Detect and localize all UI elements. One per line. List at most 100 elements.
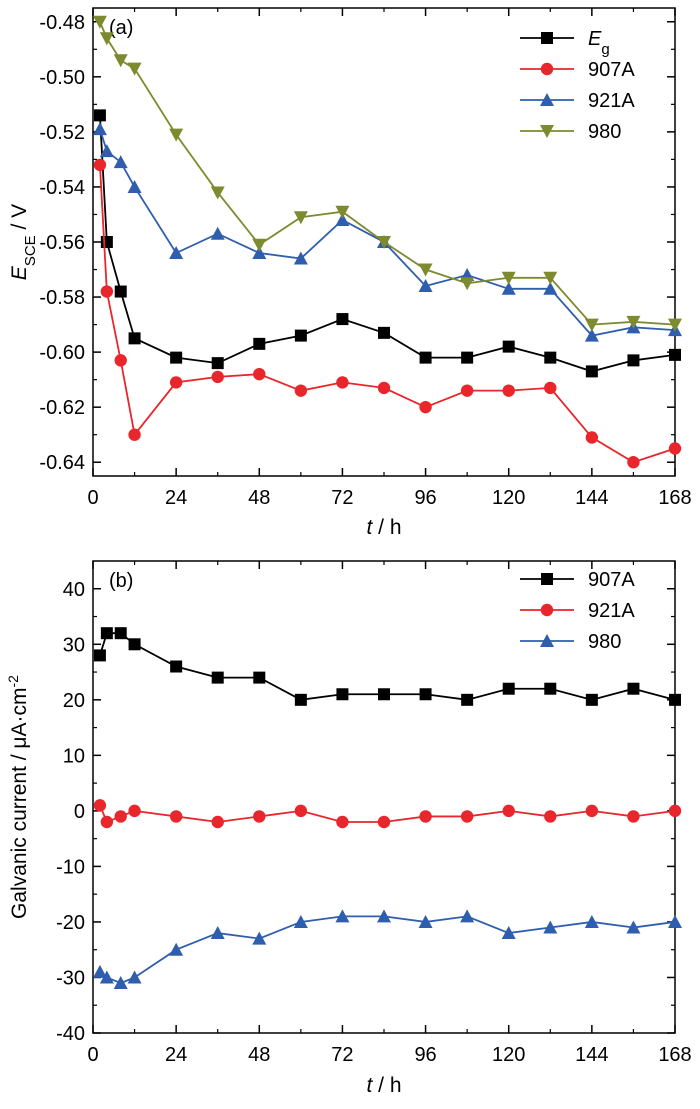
data-point <box>418 914 433 928</box>
x-tick-label: 144 <box>575 487 608 509</box>
legend-label-var: E <box>588 28 602 50</box>
legend-label: 907A <box>588 569 635 591</box>
data-point <box>543 281 558 295</box>
y-axis-label-sup: -2 <box>5 675 21 688</box>
y-tick-label: 30 <box>63 634 85 656</box>
data-point <box>92 15 107 29</box>
data-point <box>128 638 141 651</box>
data-point <box>502 340 515 353</box>
series-907a <box>93 627 681 706</box>
data-point <box>253 810 266 823</box>
x-axis-label: t / h <box>366 1074 401 1097</box>
data-point <box>128 804 141 818</box>
data-point <box>377 815 391 829</box>
data-point <box>585 431 599 444</box>
x-axis-label-unit: / h <box>372 516 401 539</box>
data-point <box>169 810 183 823</box>
data-point <box>501 926 516 940</box>
legend-label: 907A <box>588 59 635 81</box>
data-point <box>460 277 475 291</box>
data-point <box>128 332 141 345</box>
data-point <box>169 128 184 142</box>
data-point <box>502 384 515 397</box>
data-point <box>335 205 350 219</box>
data-point <box>584 318 599 332</box>
data-point <box>543 920 558 934</box>
data-point <box>127 970 142 984</box>
x-axis-label-var: t <box>366 1074 373 1097</box>
x-tick-label: 96 <box>414 487 436 509</box>
data-point <box>210 186 225 200</box>
panel-b: 0 24 48 72 96 120 144 168 -40 -30 -20 -10 0 10 20 30 40 (… <box>5 560 692 1097</box>
data-point <box>127 62 142 76</box>
data-point <box>460 810 474 823</box>
y-axis-label: Galvanic current / μA·cm-2 <box>5 675 31 919</box>
legend-marker <box>540 93 554 106</box>
y-tick-label: -0.64 <box>39 452 85 474</box>
data-point <box>584 328 599 342</box>
data-point <box>544 682 557 695</box>
data-point <box>127 179 142 193</box>
data-point <box>210 926 225 940</box>
data-point <box>128 428 141 441</box>
y-tick-label: -0.56 <box>39 232 85 254</box>
data-point <box>419 688 432 701</box>
data-point <box>335 212 350 226</box>
data-point <box>544 381 557 395</box>
legend-marker <box>541 573 553 585</box>
data-point <box>627 810 640 823</box>
series-line <box>99 128 676 337</box>
y-axis-label-var: E <box>8 265 31 280</box>
data-point <box>336 376 349 389</box>
data-point <box>668 442 682 455</box>
data-point <box>169 942 184 956</box>
y-tick-label: -0.52 <box>39 122 85 144</box>
data-point <box>99 970 114 984</box>
data-point <box>93 799 107 812</box>
legend-label: Eg <box>588 28 610 58</box>
data-point <box>544 810 557 823</box>
data-point <box>626 315 641 329</box>
y-tick-label: -30 <box>56 967 85 989</box>
data-point <box>336 815 349 829</box>
data-point <box>501 281 516 295</box>
legend-label: 980 <box>588 121 621 143</box>
data-point <box>502 682 515 695</box>
series-921a <box>93 799 682 829</box>
data-point <box>93 158 107 172</box>
y-tick-label: 40 <box>63 579 85 601</box>
x-tick-label: 48 <box>248 487 270 509</box>
series-921a <box>92 122 682 342</box>
data-point <box>253 337 266 350</box>
y-tick-label: 0 <box>74 801 85 823</box>
data-point <box>668 318 682 332</box>
data-point <box>461 693 474 706</box>
data-point <box>294 329 307 342</box>
data-point <box>294 693 307 706</box>
data-point <box>113 155 128 169</box>
y-tick-label: -10 <box>56 856 85 878</box>
data-point <box>419 351 432 364</box>
data-point <box>293 251 308 265</box>
data-point <box>92 122 107 136</box>
data-point <box>669 693 681 706</box>
data-point <box>170 351 183 364</box>
data-point <box>253 671 266 684</box>
data-point <box>668 914 682 928</box>
data-point <box>336 688 349 701</box>
x-tick-label: 48 <box>248 1044 270 1066</box>
data-point <box>584 914 599 928</box>
data-point <box>461 351 474 364</box>
data-point <box>336 313 349 326</box>
data-point <box>293 914 308 928</box>
data-point <box>99 32 114 46</box>
data-point <box>252 246 267 260</box>
legend-marker <box>540 603 554 617</box>
series-907a <box>93 158 682 469</box>
data-point <box>100 815 114 829</box>
data-point <box>170 660 183 673</box>
series-e <box>93 109 681 378</box>
y-axis-label-unit: / V <box>8 204 31 236</box>
x-tick-label: 120 <box>492 1044 525 1066</box>
